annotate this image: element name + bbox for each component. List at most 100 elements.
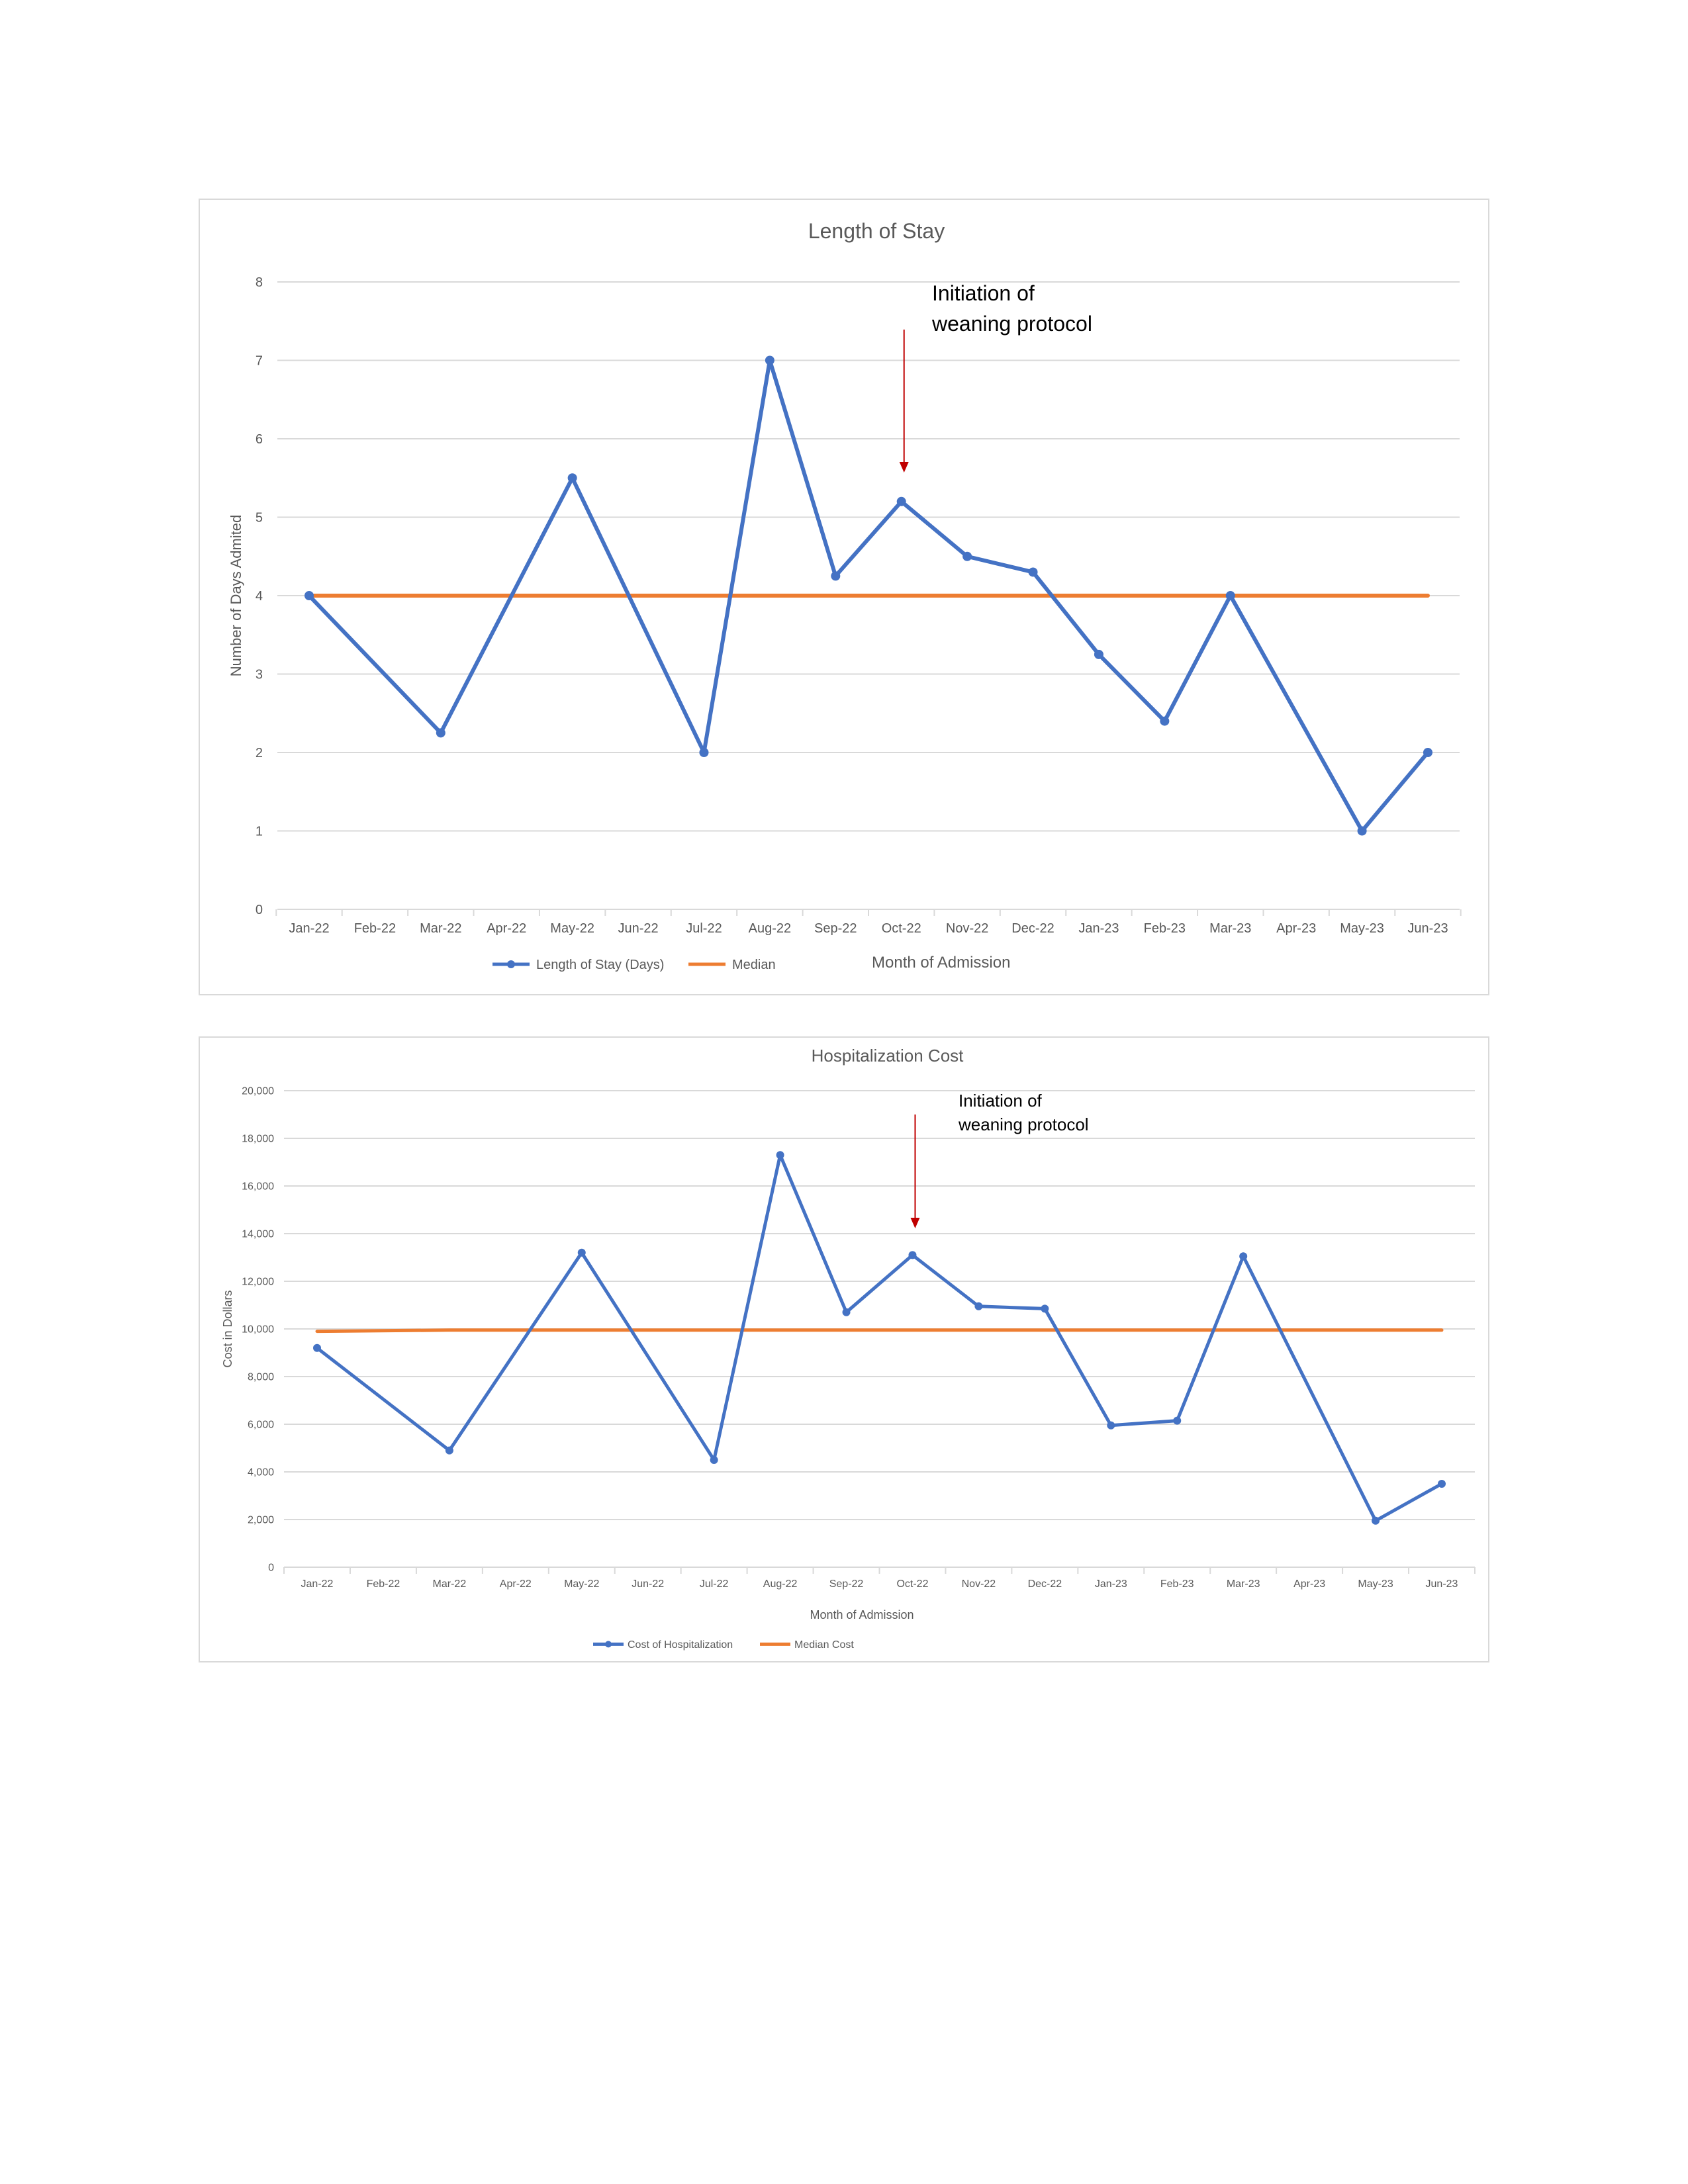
data-point xyxy=(842,1308,851,1316)
annotation-text: weaning protocol xyxy=(958,1115,1089,1134)
x-tick-label: Jun-23 xyxy=(1426,1578,1458,1590)
data-point xyxy=(1041,1304,1049,1313)
x-tick-label: May-22 xyxy=(550,921,594,936)
x-tick-label: Feb-23 xyxy=(1144,921,1186,936)
x-tick-label: Jun-22 xyxy=(618,921,658,936)
data-point xyxy=(1372,1516,1380,1525)
x-tick-label: Feb-23 xyxy=(1160,1578,1194,1590)
y-tick-label: 16,000 xyxy=(242,1181,274,1193)
data-point xyxy=(305,591,314,600)
x-tick-label: Mar-22 xyxy=(420,921,461,936)
data-point xyxy=(445,1446,453,1455)
data-point xyxy=(1423,748,1432,757)
x-tick-label: Mar-23 xyxy=(1209,921,1251,936)
y-axis-label: Number of Days Admited xyxy=(228,515,244,677)
y-tick-label: 2,000 xyxy=(248,1515,274,1526)
data-point xyxy=(1094,649,1103,659)
x-tick-label: Jan-23 xyxy=(1078,921,1119,936)
x-tick-label: Jul-22 xyxy=(700,1578,729,1590)
y-tick-label: 5 xyxy=(256,511,263,525)
x-tick-label: Mar-23 xyxy=(1227,1578,1260,1590)
x-tick-label: May-23 xyxy=(1358,1578,1393,1590)
length-of-stay-chart: Length of Stay 0 1 2 3 4 5 6 7 8 Jan-22 Feb-22 Mar-2… xyxy=(199,199,1489,995)
legend-label: Cost of Hospitalization xyxy=(628,1639,733,1651)
y-tick-label: 10,000 xyxy=(242,1324,274,1336)
y-tick-label: 2 xyxy=(256,746,263,760)
y-tick-label: 4,000 xyxy=(248,1467,274,1479)
data-point xyxy=(974,1302,983,1310)
data-point xyxy=(1225,591,1235,600)
data-point xyxy=(896,496,906,506)
x-tick-label: May-23 xyxy=(1340,921,1384,936)
y-tick-label: 8 xyxy=(256,275,263,290)
y-tick-label: 6 xyxy=(256,432,263,447)
x-tick-label: Sep-22 xyxy=(814,921,857,936)
x-axis-label: Month of Admission xyxy=(872,954,1010,972)
y-tick-label: 7 xyxy=(256,354,263,369)
chart-title: Hospitalization Cost xyxy=(812,1046,964,1066)
legend-label: Median xyxy=(732,958,776,972)
x-tick-label: Apr-23 xyxy=(1293,1578,1325,1590)
x-tick-label: Jul-22 xyxy=(686,921,722,936)
y-tick-label: 12,000 xyxy=(242,1277,274,1288)
x-tick-label: Aug-22 xyxy=(749,921,792,936)
y-tick-label: 18,000 xyxy=(242,1134,274,1145)
y-tick-label: 0 xyxy=(268,1563,274,1574)
x-tick-label: Jan-22 xyxy=(289,921,329,936)
chart-title: Length of Stay xyxy=(808,219,945,243)
data-point xyxy=(1357,826,1367,836)
data-point xyxy=(776,1151,784,1160)
y-tick-label: 0 xyxy=(256,903,263,917)
data-point xyxy=(710,1456,718,1464)
legend-marker xyxy=(507,960,515,968)
x-tick-label: Jan-22 xyxy=(301,1578,334,1590)
series-line xyxy=(307,358,1430,833)
y-tick-label: 4 xyxy=(256,589,263,604)
annotation-arrow-head xyxy=(899,462,909,473)
x-tick-label: Oct-22 xyxy=(882,921,921,936)
length-of-stay-svg: Length of Stay 0 1 2 3 4 5 6 7 8 Jan-22 Feb-22 Mar-2… xyxy=(228,219,1462,972)
x-axis-label: Month of Admission xyxy=(810,1608,914,1621)
x-tick-label: Feb-22 xyxy=(354,921,396,936)
x-tick-label: Sep-22 xyxy=(829,1578,864,1590)
data-point xyxy=(908,1251,917,1259)
data-point xyxy=(436,728,445,738)
x-tick-label: Dec-22 xyxy=(1011,921,1054,936)
hospitalization-cost-chart: Hospitalization Cost 0 2,000 4,000 6,000 8,00… xyxy=(199,1036,1489,1662)
data-point xyxy=(831,571,841,581)
x-tick-label: Apr-22 xyxy=(500,1578,532,1590)
data-point xyxy=(1239,1252,1248,1261)
x-tick-label: Jan-23 xyxy=(1095,1578,1127,1590)
data-point xyxy=(577,1248,586,1257)
annotation-arrow-head xyxy=(910,1218,920,1228)
x-tick-label: Jun-23 xyxy=(1407,921,1448,936)
y-tick-label: 1 xyxy=(256,825,263,839)
series-line xyxy=(315,1153,1444,1523)
data-point xyxy=(962,551,972,561)
hospitalization-cost-svg: Hospitalization Cost 0 2,000 4,000 6,000 8,00… xyxy=(221,1046,1476,1651)
data-point xyxy=(1028,567,1038,577)
x-tick-label: Apr-22 xyxy=(487,921,526,936)
annotation-text: Initiation of xyxy=(932,281,1035,305)
data-point xyxy=(1438,1480,1446,1488)
x-tick-label: Aug-22 xyxy=(763,1578,798,1590)
x-tick-label: Oct-22 xyxy=(896,1578,928,1590)
x-tick-label: Jun-22 xyxy=(632,1578,664,1590)
annotation-text: weaning protocol xyxy=(931,312,1092,336)
data-point xyxy=(1160,716,1170,726)
x-tick-label: Nov-22 xyxy=(946,921,988,936)
median-line xyxy=(315,1328,1444,1334)
data-point xyxy=(1107,1421,1115,1430)
data-point xyxy=(699,748,709,757)
x-tick-label: Nov-22 xyxy=(962,1578,996,1590)
y-tick-label: 3 xyxy=(256,668,263,682)
x-tick-label: Apr-23 xyxy=(1276,921,1316,936)
legend-label: Median Cost xyxy=(794,1639,854,1651)
y-tick-label: 20,000 xyxy=(242,1086,274,1097)
legend-marker xyxy=(605,1641,612,1648)
y-tick-label: 14,000 xyxy=(242,1229,274,1240)
y-axis-label: Cost in Dollars xyxy=(221,1290,234,1367)
y-tick-label: 8,000 xyxy=(248,1372,274,1383)
x-tick-label: Dec-22 xyxy=(1028,1578,1062,1590)
data-point xyxy=(313,1343,321,1352)
